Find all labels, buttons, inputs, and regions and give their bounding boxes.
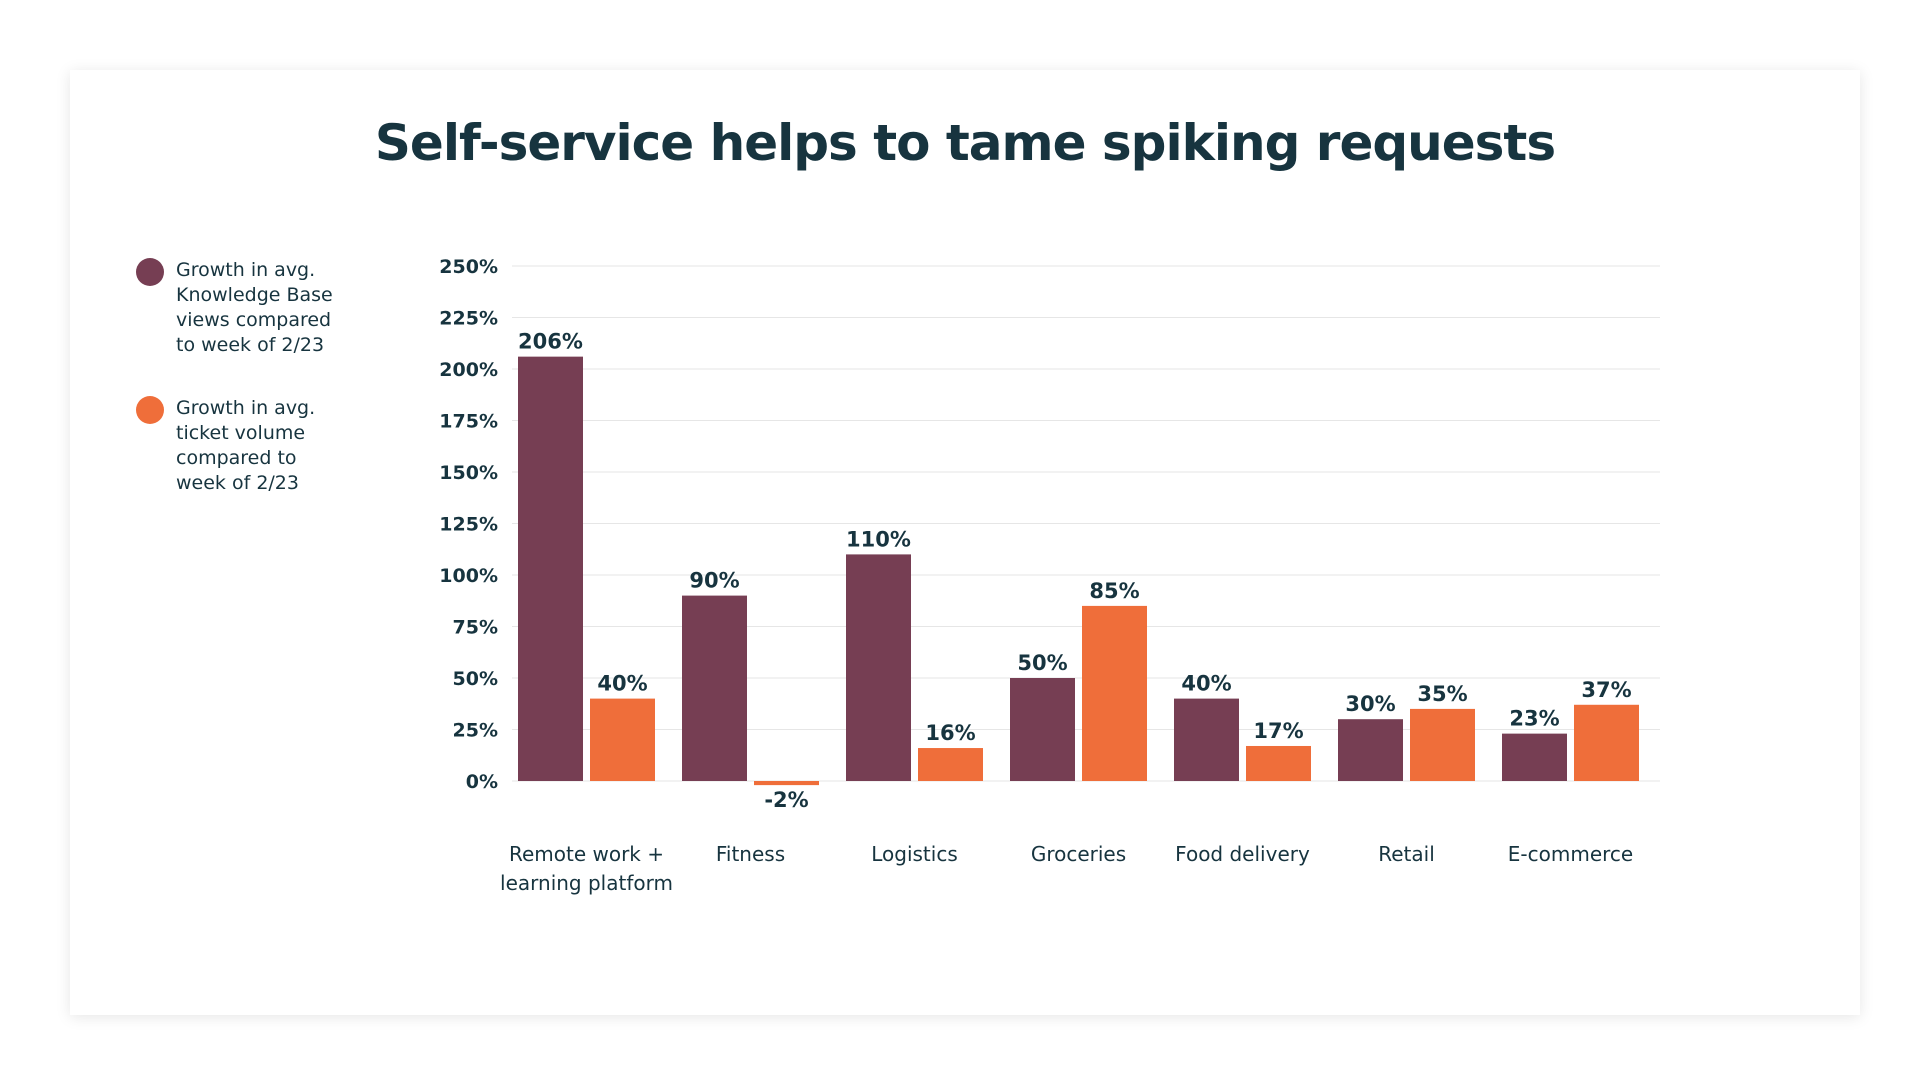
legend-swatch-kb-views: [136, 258, 164, 286]
y-tick-label: 225%: [439, 308, 498, 330]
y-tick-label: 100%: [439, 565, 498, 587]
y-tick-label: 0%: [466, 771, 498, 793]
legend-item-ticket-volume: Growth in avg. ticket volume compared to…: [136, 396, 356, 496]
bar: [918, 748, 983, 781]
y-tick-label: 50%: [453, 668, 498, 690]
bar: [846, 554, 911, 781]
data-label: 17%: [1253, 719, 1303, 743]
data-label: 40%: [1181, 672, 1231, 696]
bar: [518, 356, 583, 781]
data-label: 16%: [925, 721, 975, 745]
data-label: 40%: [597, 672, 647, 696]
y-tick-label: 25%: [453, 720, 498, 742]
data-label: 23%: [1509, 707, 1559, 731]
bar-chart: 0% 25% 50% 75% 100% 125% 150% 175% 200% 225% 250% 2…: [439, 256, 1660, 895]
data-label: 50%: [1017, 651, 1067, 675]
x-category-label: Groceries: [1031, 842, 1126, 866]
legend-label-ticket-volume: Growth in avg. ticket volume compared to…: [176, 397, 316, 494]
data-label: 37%: [1581, 678, 1631, 702]
bar: [754, 781, 819, 786]
y-tick-label: 175%: [439, 411, 498, 433]
x-category-label: Food delivery: [1175, 842, 1310, 866]
data-label: 35%: [1417, 682, 1467, 706]
legend: Growth in avg. Knowledge Base views comp…: [136, 258, 356, 534]
bar: [1010, 678, 1075, 781]
bar: [1174, 698, 1239, 781]
chart-card: Self-service helps to tame spiking reque…: [70, 70, 1860, 1015]
legend-swatch-ticket-volume: [136, 396, 164, 424]
bar: [682, 595, 747, 781]
x-category-label: learning platform: [500, 871, 673, 895]
legend-label-kb-views: Growth in avg. Knowledge Base views comp…: [176, 259, 333, 356]
y-tick-label: 75%: [453, 617, 498, 639]
bar: [1246, 745, 1311, 781]
y-tick-label: 200%: [439, 359, 498, 381]
y-tick-label: 125%: [439, 514, 498, 536]
bar: [1082, 605, 1147, 781]
x-category-label: Fitness: [716, 842, 785, 866]
data-label: 110%: [846, 527, 911, 551]
bar: [1410, 708, 1475, 781]
bar: [1574, 704, 1639, 781]
bar: [1338, 719, 1403, 781]
x-category-label: Remote work +: [509, 842, 664, 866]
data-label: 90%: [689, 569, 739, 593]
x-category-label: Retail: [1378, 842, 1435, 866]
y-tick-label: 150%: [439, 462, 498, 484]
data-label: 85%: [1089, 579, 1139, 603]
data-label: 30%: [1345, 692, 1395, 716]
x-category-label: Logistics: [871, 842, 958, 866]
chart-title: Self-service helps to tame spiking reque…: [374, 114, 1556, 172]
data-label: -2%: [764, 788, 808, 812]
x-category-label: E-commerce: [1508, 842, 1633, 866]
bar: [1502, 733, 1567, 781]
y-tick-label: 250%: [439, 256, 498, 278]
bar: [590, 698, 655, 781]
legend-item-kb-views: Growth in avg. Knowledge Base views comp…: [136, 258, 356, 358]
data-label: 206%: [518, 330, 583, 354]
